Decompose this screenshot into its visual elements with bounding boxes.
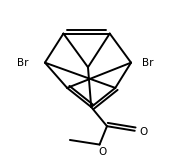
Text: Br: Br [142,58,154,68]
Text: O: O [98,147,106,157]
Text: O: O [139,127,148,137]
Text: Br: Br [17,58,28,68]
